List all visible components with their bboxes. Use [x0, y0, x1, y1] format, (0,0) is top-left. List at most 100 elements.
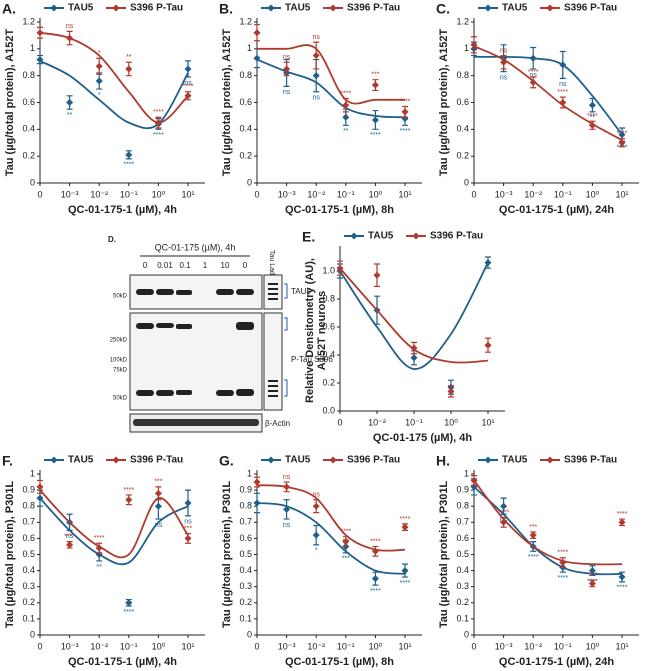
data-point: [500, 58, 508, 66]
significance: ****: [528, 554, 539, 561]
y-tick-label: 0.8: [239, 70, 252, 80]
y-tick-label: 0.3: [22, 581, 35, 591]
fit-curve: [473, 55, 623, 136]
legend-label: S396 P-Tau: [130, 3, 183, 14]
blot-title: QC-01-175 (µM), 4h: [155, 242, 236, 252]
significance: ns: [283, 474, 291, 481]
x-axis-title: QC-01-175-1 (µM), 4h: [68, 204, 177, 216]
y-tick-label: 0.2: [22, 597, 35, 607]
x-axis-title: QC-01-175 (µM), 4h: [373, 432, 473, 444]
significance: ns: [312, 492, 320, 499]
data-point: [484, 341, 492, 349]
x-tick-label: 10¹: [181, 189, 194, 199]
legend-label: S396 P-Tau: [564, 3, 617, 14]
data-point: [125, 65, 133, 73]
data-point: [401, 523, 409, 531]
significance: ****: [370, 132, 381, 139]
data-point: [36, 483, 44, 491]
y-axis-title: Tau (µg/total protein), P301L: [438, 481, 450, 629]
legend-label: TAU5: [368, 231, 394, 242]
data-point: [336, 264, 344, 272]
y-tick-label: 0.2: [239, 151, 252, 161]
legend-label: S396 P-Tau: [347, 455, 400, 466]
significance: ***: [529, 524, 537, 531]
significance: *: [315, 548, 318, 555]
y-tick-label: 0: [247, 629, 252, 639]
legend-marker: [112, 456, 120, 464]
y-tick-label: 0: [247, 177, 252, 187]
y-tick-label: 0.4: [239, 565, 252, 575]
x-axis-title: QC-01-175-1 (µM), 4h: [68, 656, 177, 668]
y-tick-label: 0.6: [239, 97, 252, 107]
significance: ****: [64, 533, 75, 540]
data-point: [184, 65, 192, 73]
data-point: [66, 99, 74, 106]
x-tick-label: 10⁰: [586, 189, 600, 199]
legend-marker: [484, 456, 492, 464]
y-tick-label: 0.1: [239, 613, 252, 623]
y-tick-label: 1: [30, 43, 35, 53]
x-tick-label: 10⁻³: [278, 189, 296, 199]
x-tick-label: 0: [337, 417, 342, 427]
significance: ns: [184, 519, 192, 526]
data-point: [447, 387, 455, 395]
y-tick-label: 0.1: [22, 613, 35, 623]
y-tick-label: 0.4: [456, 565, 469, 575]
significance: ns: [66, 533, 74, 540]
fit-curve: [339, 262, 489, 370]
data-point: [125, 151, 133, 159]
x-tick-label: 10⁻²: [368, 417, 386, 427]
band-label: TAU5: [291, 287, 311, 296]
significance: ****: [617, 131, 628, 138]
y-tick-label: 0.0: [322, 405, 335, 415]
x-tick-label: 10⁻³: [61, 189, 79, 199]
significance: **: [343, 128, 349, 135]
significance: ns: [529, 72, 537, 79]
y-tick-label: 1.2: [22, 16, 35, 26]
band-label: P-Tau S396: [291, 355, 333, 364]
data-point: [312, 502, 320, 510]
y-axis-title: Tau (µg/total protein), A152T: [221, 28, 233, 176]
y-tick-label: 0.9: [22, 484, 35, 494]
data-point: [470, 476, 478, 484]
western-blot: D. QC-01-175 (µM), 4h 0 0.01 0.1 1 10 0 …: [108, 235, 333, 433]
chart: C. 0 0.2 0.4 0.6 0.8 1 1.2 0 10⁻³ 10⁻² 10⁻¹ 10⁰ 10¹QC…: [436, 1, 639, 216]
fit-curve: [257, 44, 405, 105]
chart: E. 0.0 0.2 0.4 0.6 0.8 1.0 0 10⁻² 10⁻¹ 10⁰ 10¹ QC-01…: [302, 229, 505, 444]
x-tick-label: 0: [254, 189, 259, 199]
x-axis-title: QC-01-175-1 (µM), 24h: [499, 656, 614, 668]
data-point: [253, 29, 261, 37]
data-point: [253, 499, 261, 507]
legend-marker: [267, 4, 275, 12]
legend-marker: [50, 4, 58, 12]
x-tick-label: 10⁰: [152, 189, 166, 199]
panel-label: F.: [2, 453, 13, 469]
legend-label: S396 P-Tau: [564, 455, 617, 466]
data-point: [588, 579, 596, 587]
data-point: [618, 131, 626, 139]
data-point: [559, 99, 567, 106]
x-tick-label: 10⁻¹: [405, 417, 423, 427]
x-tick-label: 10⁻¹: [337, 189, 355, 199]
significance: ***: [184, 525, 192, 532]
legend-label: TAU5: [285, 3, 311, 14]
x-tick-label: 10⁻²: [90, 641, 108, 651]
lane-labels: 0 0.01 0.1 1 10 0: [143, 261, 248, 270]
y-tick-label: 0.5: [456, 549, 469, 559]
lane-label: 1: [203, 261, 208, 270]
data-point: [588, 121, 596, 129]
y-tick-label: 0.2: [322, 377, 335, 387]
data-point: [529, 54, 537, 62]
y-tick-label: 1.2: [239, 16, 252, 26]
x-tick-label: 10⁻²: [307, 641, 325, 651]
y-tick-label: 0.3: [456, 581, 469, 591]
significance: ****: [123, 609, 134, 616]
x-tick-label: 0: [471, 641, 476, 651]
x-tick-label: 0: [471, 189, 476, 199]
significance: **: [96, 564, 102, 571]
y-tick-label: 0.6: [239, 533, 252, 543]
x-tick-label: 0: [37, 641, 42, 651]
data-point: [36, 56, 44, 64]
legend-label: TAU5: [502, 455, 528, 466]
significance: *: [98, 92, 101, 99]
